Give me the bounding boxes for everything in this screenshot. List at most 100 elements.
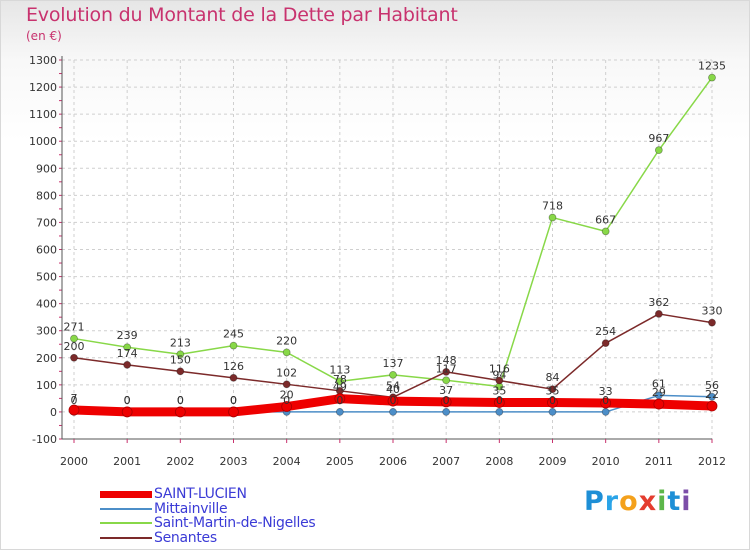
data-label: 0 [283,394,290,407]
x-tick-label: 2010 [592,455,620,468]
data-label: 94 [492,368,506,381]
data-point [548,385,557,394]
data-label: 213 [170,336,191,349]
x-tick-label: 2002 [166,455,194,468]
data-point [70,353,78,362]
data-label: 0 [602,394,609,407]
data-point [228,406,239,418]
y-tick-label: 1200 [29,81,57,94]
data-label: 126 [223,360,244,373]
data-point [495,408,504,416]
legend-swatch [100,490,152,498]
data-point [335,377,344,386]
y-tick-label: 500 [36,271,57,284]
data-point [123,360,132,369]
data-label: 0 [177,394,184,407]
data-label: 0 [124,394,131,407]
x-tick-label: 2011 [645,455,673,468]
data-label: 49 [333,381,347,394]
y-tick-label: 300 [36,325,57,338]
data-label: 20 [280,389,294,402]
x-tick-label: 2006 [379,455,407,468]
data-label: 37 [439,384,453,397]
y-tick-label: 1100 [29,108,57,121]
data-label: 116 [489,363,510,376]
data-point [654,146,663,155]
data-label: 718 [542,200,563,213]
y-tick-label: 100 [36,379,57,392]
data-point [387,395,399,407]
y-tick-label: 800 [36,189,57,202]
logo-letter: P [584,486,605,517]
data-point [442,408,451,416]
data-label: 33 [599,385,613,398]
y-tick-label: 1000 [29,135,57,148]
data-label: 0 [549,394,556,407]
data-label: 271 [64,321,85,334]
data-point [653,398,665,410]
data-point [334,393,346,405]
logo-letter: x [638,486,658,517]
data-label: 239 [117,329,138,342]
data-label: 0 [443,394,450,407]
legend-label: SAINT-LUCIEN [154,486,247,502]
data-label: 1235 [698,60,726,73]
legend-label: Mittainville [154,501,228,517]
data-label: 61 [652,377,666,390]
data-label: 0 [390,394,397,407]
logo-letter: i [657,486,668,517]
data-label: 56 [705,379,719,392]
y-tick-label: -100 [32,433,57,446]
data-point [442,376,451,385]
data-label: 0 [230,394,237,407]
data-point [654,310,663,318]
data-point [601,227,610,236]
data-point [493,397,505,408]
data-point [229,341,238,350]
legend-label: Senantes [154,530,217,546]
legend-swatch [100,508,152,510]
y-tick-label: 0 [50,406,57,419]
x-tick-label: 2012 [698,455,726,468]
data-point [547,397,558,408]
data-label: 29 [652,386,666,399]
data-point [708,73,716,82]
data-point [495,376,504,385]
data-label: 0 [177,394,184,407]
x-tick-label: 2008 [485,455,513,468]
data-point [601,408,610,416]
data-label: 245 [223,328,244,341]
y-tick-label: 700 [36,216,57,229]
legend-item-saint-martin-de-nigelles: Saint-Martin-de-Nigelles [100,515,316,531]
data-label: 84 [546,371,560,384]
data-point [389,370,397,379]
data-label: 0 [71,394,78,407]
data-point [70,334,78,343]
data-label: 148 [436,354,457,367]
chart-title: Evolution du Montant de la Dette par Hab… [26,4,458,26]
data-point [121,406,133,418]
data-label: 0 [124,394,131,407]
y-tick-label: 1300 [29,54,57,67]
data-point [68,404,80,416]
x-tick-label: 2007 [432,455,460,468]
data-label: 362 [648,296,669,309]
data-point [708,318,716,327]
data-point [174,406,186,418]
x-tick-label: 2001 [113,455,141,468]
data-label: 254 [595,325,616,338]
x-tick-label: 2000 [60,455,88,468]
logo-letter: t [667,486,682,517]
data-label: 40 [386,383,400,396]
x-tick-label: 2005 [326,455,354,468]
data-point [601,339,610,348]
data-label: 113 [329,363,350,376]
data-point [389,408,397,416]
data-label: 117 [436,362,457,375]
unit-label: (en €) [26,29,62,43]
legend-item-mittainville: Mittainville [100,501,228,517]
data-point [281,401,293,412]
x-tick-label: 2004 [273,455,301,468]
logo-letter: i [681,486,692,517]
